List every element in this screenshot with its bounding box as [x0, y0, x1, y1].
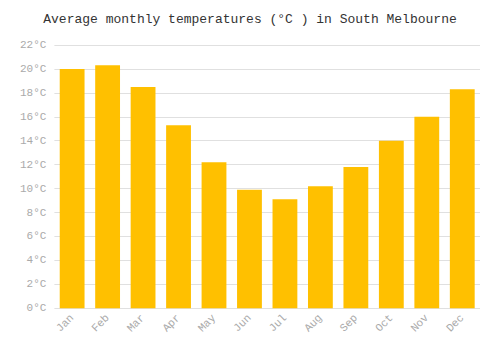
svg-text:18°C: 18°C	[20, 87, 47, 99]
svg-text:12°C: 12°C	[20, 159, 47, 171]
svg-text:Apr: Apr	[160, 312, 182, 334]
svg-text:22°C: 22°C	[20, 39, 47, 51]
svg-text:Oct: Oct	[373, 312, 395, 334]
svg-text:Jul: Jul	[267, 312, 289, 334]
svg-text:Aug: Aug	[302, 312, 324, 334]
svg-text:4°C: 4°C	[27, 254, 47, 266]
svg-text:Jan: Jan	[54, 312, 76, 334]
svg-text:6°C: 6°C	[27, 230, 47, 242]
svg-text:May: May	[196, 312, 219, 335]
svg-text:Average monthly temperatures (: Average monthly temperatures (°C ) in So…	[43, 12, 456, 27]
svg-text:Dec: Dec	[444, 312, 466, 334]
svg-text:Sep: Sep	[338, 312, 360, 334]
svg-text:2°C: 2°C	[27, 278, 47, 290]
svg-text:Feb: Feb	[89, 312, 111, 334]
svg-text:20°C: 20°C	[20, 63, 47, 75]
svg-text:Nov: Nov	[409, 312, 432, 335]
svg-text:8°C: 8°C	[27, 207, 47, 219]
svg-text:0°C: 0°C	[27, 302, 47, 314]
svg-text:10°C: 10°C	[20, 183, 47, 195]
svg-text:14°C: 14°C	[20, 135, 47, 147]
svg-text:Jun: Jun	[231, 312, 253, 334]
svg-text:Mar: Mar	[125, 312, 147, 334]
svg-text:16°C: 16°C	[20, 111, 47, 123]
